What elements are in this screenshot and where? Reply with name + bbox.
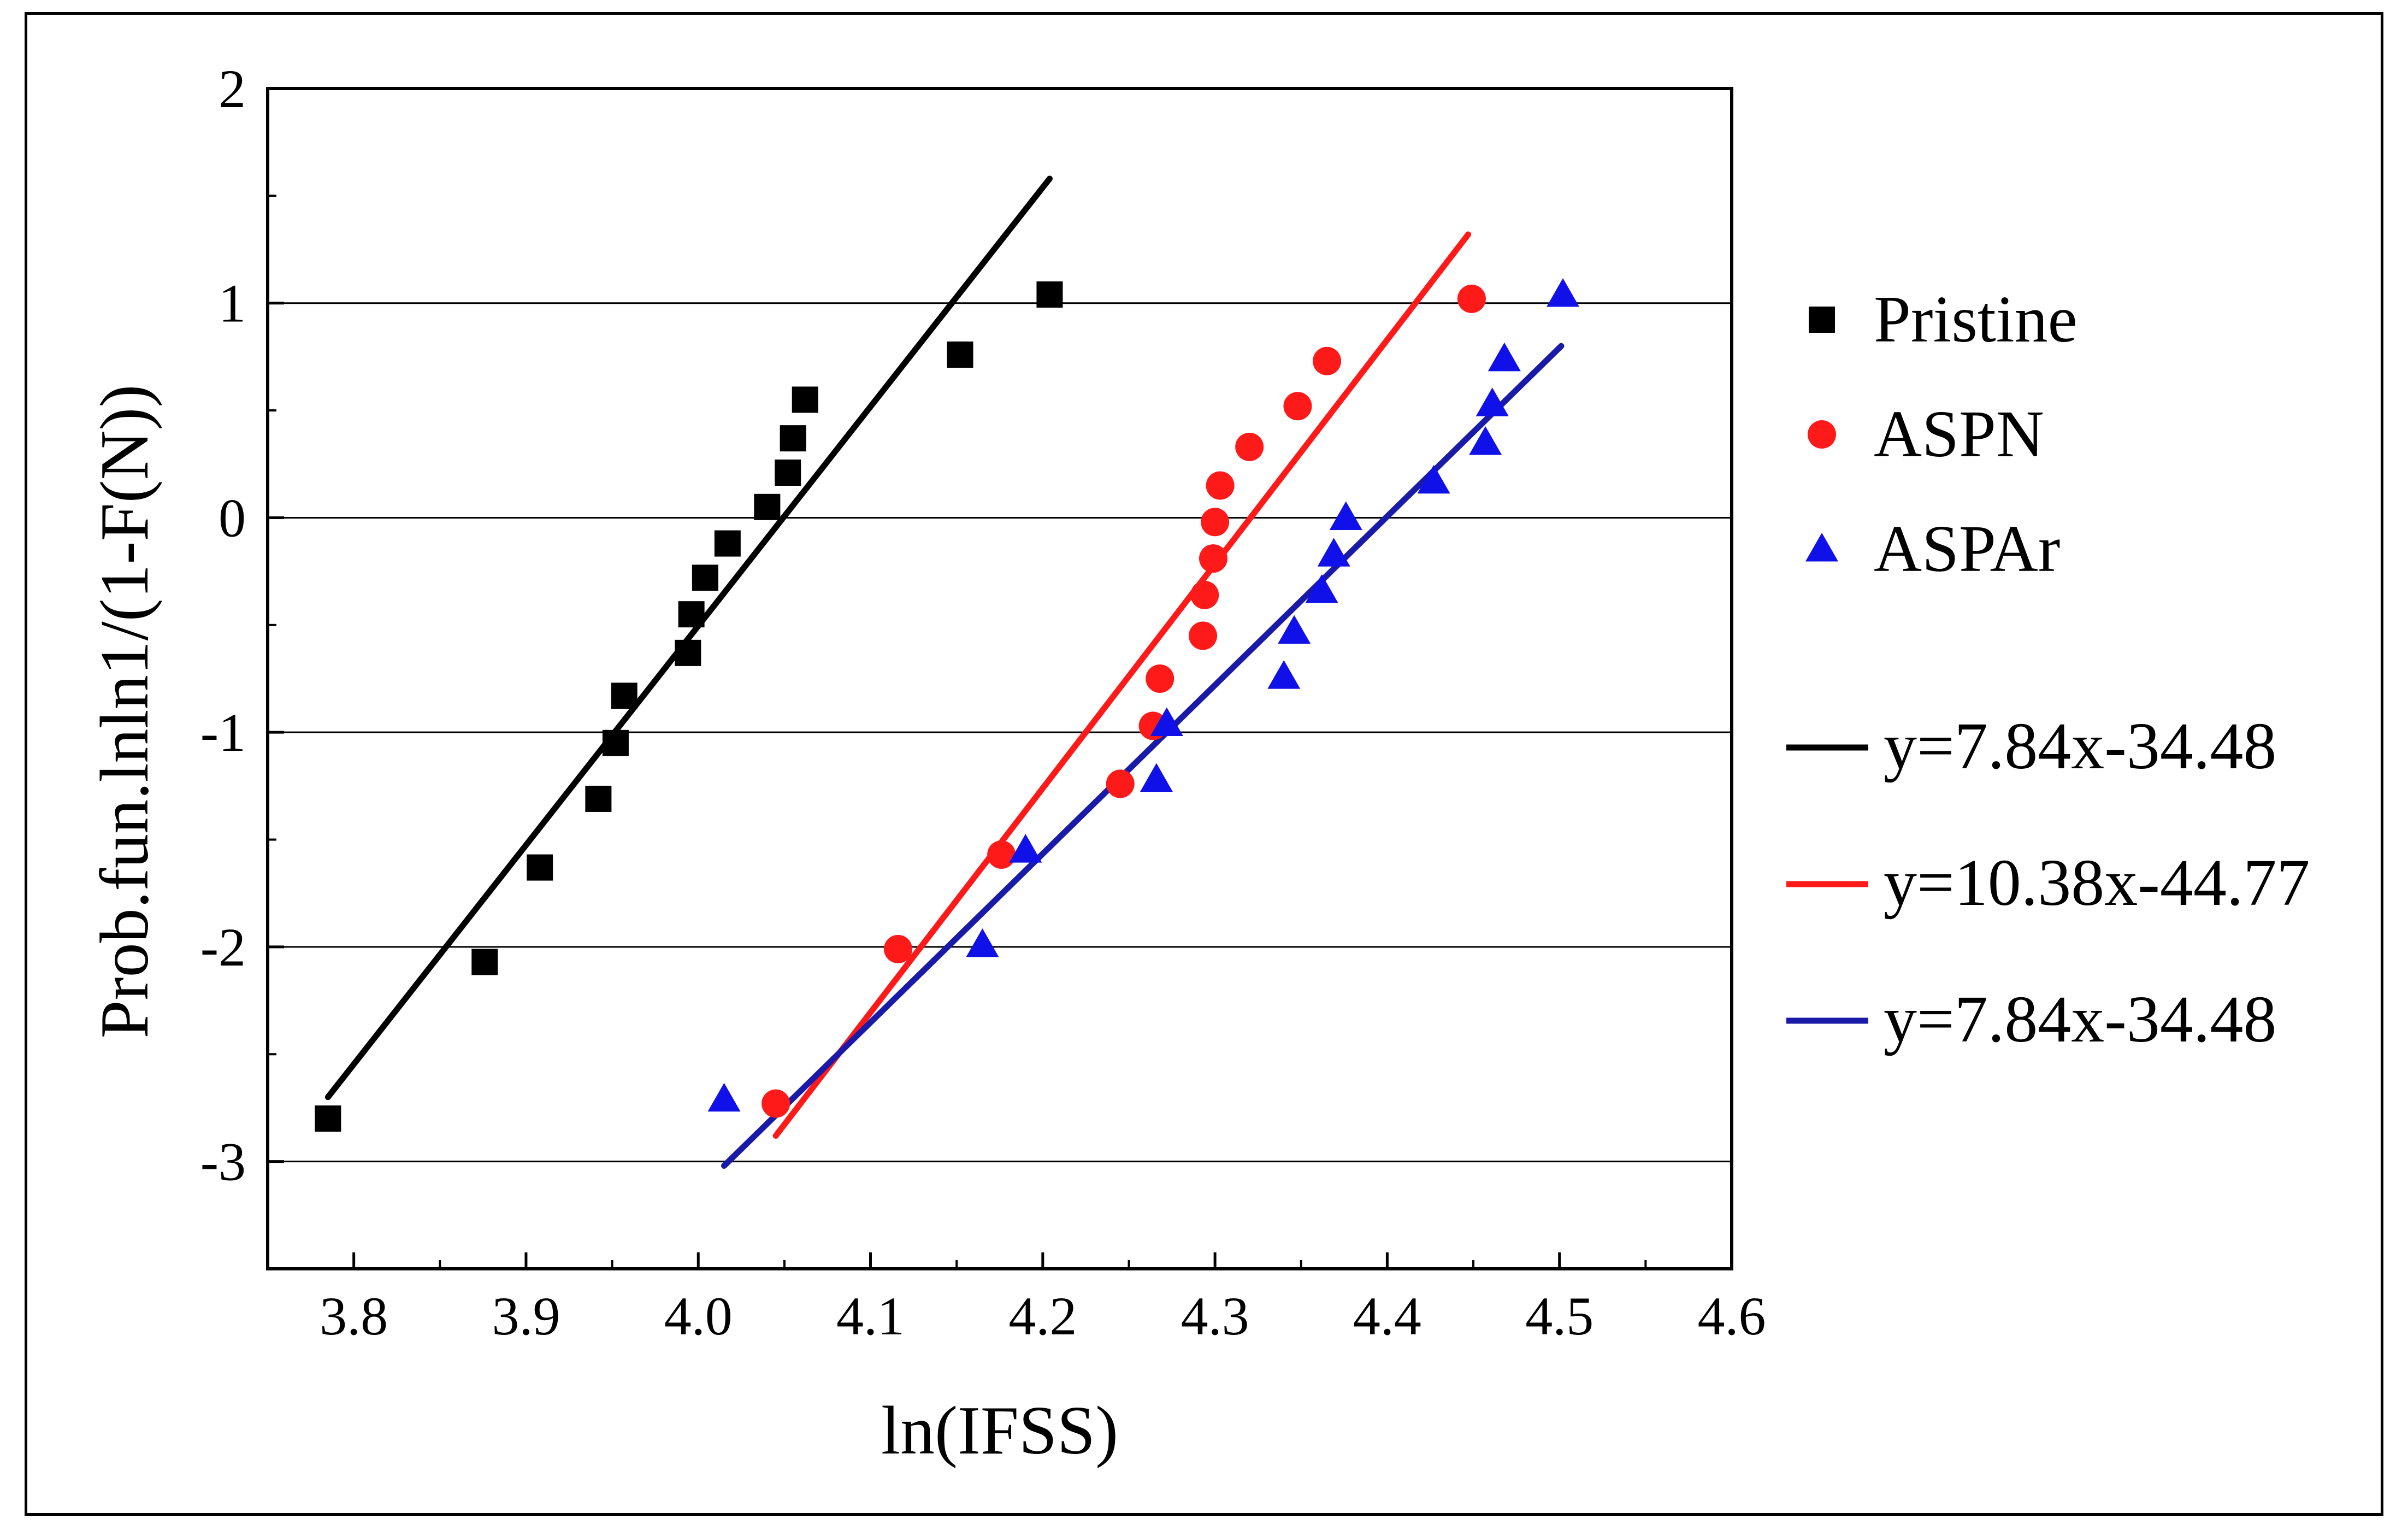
data-point-pristine [315,1105,341,1132]
fit-lines [324,175,1565,1169]
legend-label-aspn: ASPN [1874,397,2044,471]
data-point-aspar [1476,387,1509,416]
axis-ticks [267,87,1733,1270]
x-tick-label: 4.4 [1353,1286,1421,1346]
fit-line-pristine [324,175,1053,1100]
plot-area-border [266,87,1733,1270]
data-point-aspn [1189,621,1218,650]
data-point-pristine [471,949,498,975]
data-point-aspn [1199,544,1227,573]
data-point-pristine [714,530,741,557]
legend-label-aspar: ASPAr [1874,512,2060,586]
tick-labels: 3.8 3.9 4.0 4.1 4.2 4.3 4.4 4.5 4.6 -3 -2 -1 0 1 2 [200,58,1766,1346]
data-point-pristine [692,564,718,591]
figure-frame [25,12,2383,1516]
x-tick-label: 4.5 [1525,1286,1593,1346]
data-point-pristine [527,854,553,881]
data-point-aspn [987,840,1016,869]
data-point-pristine [611,682,638,709]
data-point-aspn [1106,769,1135,798]
y-axis-title: Prob.fun.lnln1/(1-F(N)) [87,385,163,1039]
legend-label-pristine: Pristine [1874,283,2078,356]
data-point-aspar [1469,426,1502,455]
legend-equation-pristine: y=7.84x-34.48 [1884,709,2276,783]
data-point-aspar [1150,707,1183,736]
legend-symbol-pristine [1809,307,1835,333]
data-point-pristine [585,785,612,812]
y-tick-label: 2 [219,58,246,119]
y-tick-label: 1 [219,273,246,334]
data-point-aspn [1313,346,1342,375]
data-point-aspar [1547,278,1580,307]
data-point-pristine [675,639,701,666]
data-point-aspar [1305,574,1338,603]
data-point-pristine [775,459,801,486]
legend: Pristine ASPN ASPAr y=7.84x-34.48 y=10.38x-4… [1786,283,2310,1056]
legend-equation-aspar: y=7.84x-34.48 [1884,982,2276,1056]
x-tick-label: 3.8 [320,1286,388,1346]
data-point-aspn [762,1089,790,1118]
data-point-pristine [754,493,781,520]
data-point-aspar [1278,615,1311,644]
data-point-pristine [678,601,705,628]
y-tick-label: 0 [219,487,246,548]
data-point-aspn [1206,471,1235,500]
data-points [315,278,1580,1132]
x-axis-title: ln(IFSS) [881,1393,1118,1469]
x-tick-label: 4.1 [836,1286,905,1346]
y-tick-label: -3 [200,1132,246,1192]
data-point-pristine [1036,281,1063,308]
data-point-aspn [1201,508,1230,537]
data-point-aspar [1488,342,1521,372]
x-tick-label: 4.3 [1181,1286,1249,1346]
data-point-aspar [1009,834,1042,863]
y-tick-label: -2 [200,917,246,978]
legend-symbol-aspar [1805,533,1838,562]
x-tick-label: 4.2 [1008,1286,1077,1346]
data-point-aspar [1417,464,1450,494]
data-point-aspar [707,1082,741,1112]
fit-line-aspn [772,231,1472,1139]
data-point-pristine [602,729,629,756]
x-tick-label: 4.6 [1698,1286,1766,1346]
data-point-pristine [792,386,818,413]
data-point-aspar [1317,538,1350,567]
data-point-aspn [1235,432,1264,461]
data-point-pristine [947,341,973,368]
data-point-aspn [1457,284,1486,313]
x-tick-label: 4.0 [664,1286,733,1346]
data-point-aspn [1146,664,1175,693]
data-point-aspar [1267,660,1301,689]
data-point-aspn [1283,392,1312,421]
data-point-aspar [1329,501,1362,530]
data-point-aspar [1140,763,1173,792]
data-point-aspn [883,934,912,963]
fit-line-aspar [721,343,1565,1169]
gridlines [268,302,1732,1163]
data-point-aspn [1190,580,1219,609]
legend-symbol-aspn [1808,420,1836,449]
data-point-aspar [966,928,999,957]
y-tick-label: -1 [200,702,246,763]
legend-equation-aspn: y=10.38x-44.77 [1884,846,2310,920]
data-point-pristine [780,425,806,452]
x-tick-label: 3.9 [492,1286,560,1346]
